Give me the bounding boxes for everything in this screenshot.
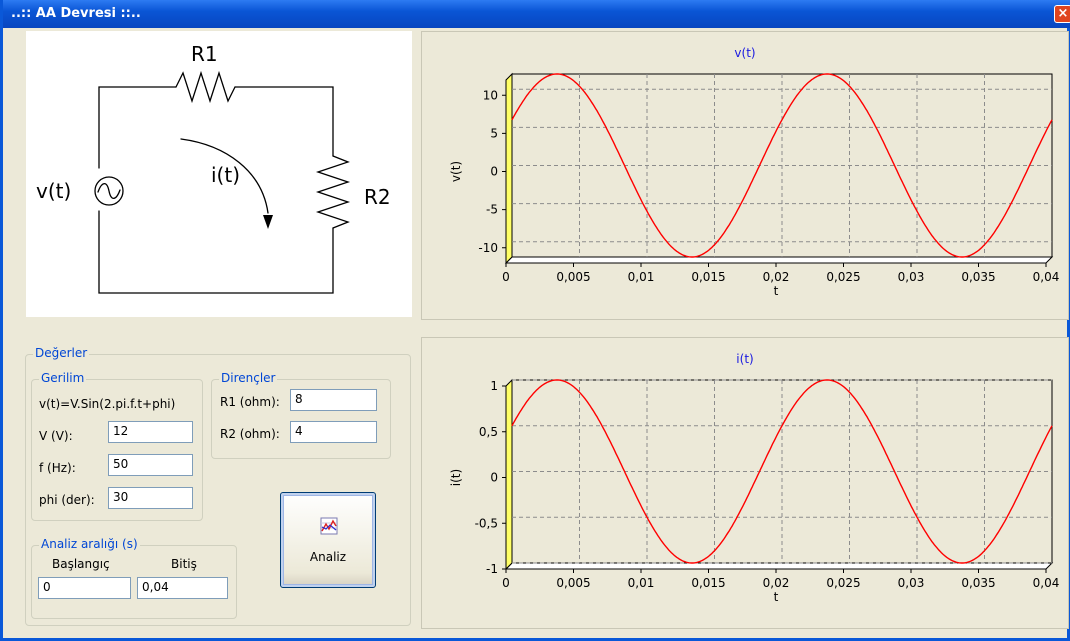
values-group-label: Değerler — [33, 346, 90, 360]
chart0-floor — [504, 256, 1054, 264]
chart0-x-tick-label: 0 — [502, 270, 510, 284]
frequency-input[interactable]: 50 — [108, 454, 193, 476]
chart0-series-line-0 — [511, 73, 1053, 258]
current-chart-title: i(t) — [736, 352, 754, 366]
chart1-x-tick-label: 0,025 — [826, 576, 860, 590]
voltage-group: Gerilim — [31, 371, 203, 521]
voltage-chart-panel: v(t) 0 0,005 0,01 0,015 0,02 0,025 0,03 0,035 0,… — [421, 31, 1069, 320]
chart1-left-wall — [505, 378, 513, 571]
chart1-y-tick-label: 0 — [490, 471, 498, 485]
chart0-y-axis-label: v(t) — [449, 161, 463, 182]
chart1-x-axis-label: t — [774, 590, 779, 604]
chart1-y-tick-label: 0,5 — [479, 425, 498, 439]
r1-input[interactable]: 8 — [290, 389, 377, 411]
close-button[interactable]: × — [1054, 5, 1070, 23]
chart1-x-tick-label: 0,03 — [898, 576, 925, 590]
chart0-x-tick-label: 0,03 — [898, 270, 925, 284]
resistor-r2 — [315, 155, 351, 229]
amplitude-input[interactable]: 12 — [108, 421, 193, 443]
wire-top-left — [98, 86, 177, 169]
chart1-x-tick-label: 0,04 — [1033, 576, 1060, 590]
current-chart: 0 0,005 0,01 0,015 0,02 0,025 0,03 0,035 0,04 1 0,… — [449, 378, 1060, 604]
chart1-x-tick-label: 0,01 — [628, 576, 655, 590]
chart1-x-tick-label: 0,005 — [556, 576, 590, 590]
chart1-y-tick-label: -0,5 — [475, 516, 498, 530]
end-input[interactable]: 0,04 — [137, 577, 228, 599]
chart1-x-tick-label: 0,035 — [961, 576, 995, 590]
ac-source-wave — [97, 182, 121, 200]
chart0-y-tick-label: 10 — [483, 88, 498, 102]
resistors-group-label: Dirençler — [219, 371, 278, 385]
chart0-y-tick-label: 0 — [490, 165, 498, 179]
chart0-x-tick-label: 0,015 — [691, 270, 725, 284]
r1-label: R1 — [191, 42, 218, 66]
wire-bottom — [98, 210, 334, 294]
chart0-y-tick-label: 5 — [490, 126, 498, 140]
phase-label: phi (der): — [39, 493, 95, 507]
r2-input-label: R2 (ohm): — [220, 427, 280, 441]
chart0-x-tick-label: 0,01 — [628, 270, 655, 284]
chart1-x-tick-label: 0,02 — [763, 576, 790, 590]
chart0-x-axis-label: t — [774, 284, 779, 298]
resistors-group: Dirençler — [211, 371, 391, 459]
wire-top-right — [234, 86, 334, 157]
resistor-r1 — [175, 70, 236, 104]
chart0-x-tick-label: 0,035 — [961, 270, 995, 284]
frequency-label: f (Hz): — [39, 461, 76, 475]
current-arrow — [180, 138, 269, 214]
chart1-y-axis-label: i(t) — [449, 469, 463, 486]
start-label: Başlangıç — [52, 557, 110, 571]
r1-input-label: R1 (ohm): — [220, 395, 280, 409]
current-arrowhead — [263, 215, 273, 229]
chart-icon — [320, 517, 338, 535]
chart0-x-tick-label: 0,02 — [763, 270, 790, 284]
chart1-series-line-0 — [511, 379, 1053, 564]
voltage-chart-title: v(t) — [734, 46, 756, 60]
analyze-button-label: Analiz — [309, 550, 347, 564]
formula-label: v(t)=V.Sin(2.pi.f.t+phi) — [39, 397, 176, 411]
amplitude-label: V (V): — [39, 429, 73, 443]
close-icon: × — [1057, 6, 1069, 21]
chart1-x-tick-label: 0 — [502, 576, 510, 590]
chart0-x-tick-label: 0,04 — [1033, 270, 1060, 284]
current-label: i(t) — [211, 163, 240, 187]
current-chart-panel: i(t) 0 0,005 0,01 0,015 0,02 0,025 0,03 0,035 0,… — [421, 337, 1069, 629]
chart0-x-tick-label: 0,005 — [556, 270, 590, 284]
values-group: Değerler — [25, 346, 411, 626]
phase-input[interactable]: 30 — [108, 487, 193, 509]
chart1-y-tick-label: 1 — [490, 379, 498, 393]
end-label: Bitiş — [171, 557, 197, 571]
chart1-floor — [504, 562, 1054, 570]
start-input[interactable]: 0 — [38, 577, 131, 599]
analyze-button[interactable]: Analiz — [280, 492, 376, 588]
chart0-y-tick-label: -10 — [478, 241, 498, 255]
source-label: v(t) — [36, 179, 71, 203]
voltage-chart: 0 0,005 0,01 0,015 0,02 0,025 0,03 0,035 0,04 10 5… — [449, 72, 1060, 298]
circuit-svg: R1 R2 v(t) i(t) — [36, 42, 391, 294]
r2-input[interactable]: 4 — [290, 421, 377, 443]
title-bar[interactable]: ..:: AA Devresi ::.. × — [3, 0, 1070, 28]
range-group: Analiz aralığı (s) — [31, 537, 237, 619]
chart0-y-tick-label: -5 — [486, 203, 498, 217]
range-group-label: Analiz aralığı (s) — [39, 537, 140, 551]
chart0-x-tick-label: 0,025 — [826, 270, 860, 284]
chart0-left-wall — [505, 72, 513, 265]
chart1-x-tick-label: 0,015 — [691, 576, 725, 590]
r2-label: R2 — [364, 185, 391, 209]
chart1-y-tick-label: -1 — [486, 562, 498, 576]
window-title: ..:: AA Devresi ::.. — [11, 6, 141, 21]
circuit-diagram: R1 R2 v(t) i(t) — [26, 31, 412, 317]
ac-source-circle — [94, 176, 124, 206]
voltage-group-label: Gerilim — [39, 371, 87, 385]
